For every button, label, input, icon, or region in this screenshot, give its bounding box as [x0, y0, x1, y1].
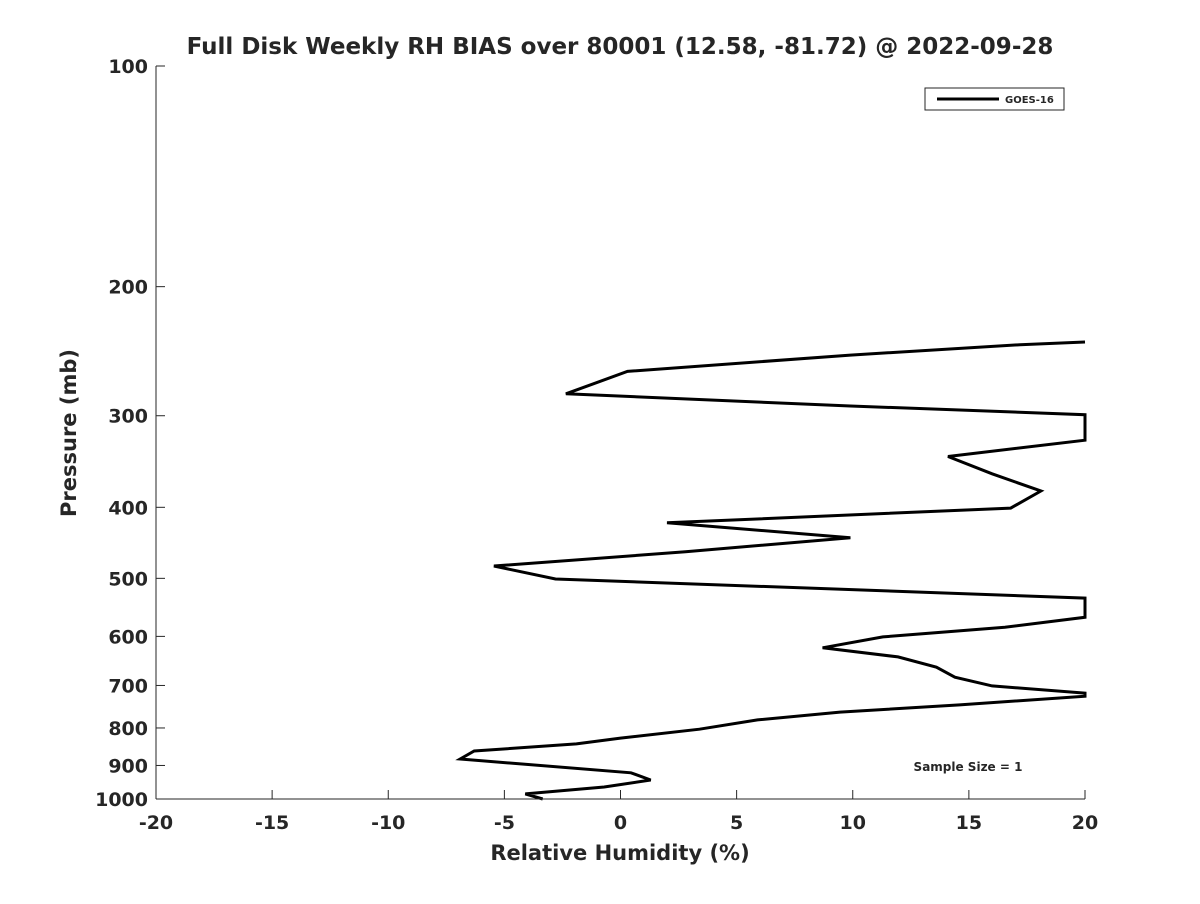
- x-tick-label: 15: [956, 812, 982, 834]
- plot-area: [455, 340, 1087, 801]
- y-tick-label: 100: [108, 56, 148, 78]
- y-tick-label: 600: [108, 626, 148, 648]
- x-tick-label: 0: [614, 812, 627, 834]
- x-tick-label: -5: [494, 812, 515, 834]
- x-axis-label: Relative Humidity (%): [490, 841, 749, 865]
- chart-title: Full Disk Weekly RH BIAS over 80001 (12.…: [187, 34, 1054, 60]
- y-tick-label: 700: [108, 675, 148, 697]
- x-tick-label: -15: [255, 812, 289, 834]
- y-ticks: 100 200 300 400 500 600 700 800 900 1000: [95, 56, 165, 811]
- y-tick-label: 200: [108, 277, 148, 299]
- y-tick-label: 1000: [95, 789, 148, 811]
- y-tick-label: 800: [108, 718, 148, 740]
- y-tick-label: 500: [108, 568, 148, 590]
- y-axis-label: Pressure (mb): [57, 349, 81, 517]
- y-tick-label: 900: [108, 755, 148, 777]
- x-tick-label: 20: [1072, 812, 1098, 834]
- y-tick-label: 400: [108, 497, 148, 519]
- sample-size-annotation: Sample Size = 1: [914, 760, 1023, 774]
- x-ticks: -20 -15 -10 -5 0 5 10 15 20: [139, 790, 1098, 834]
- x-tick-label: -10: [371, 812, 405, 834]
- x-tick-label: 10: [840, 812, 866, 834]
- x-tick-label: 5: [730, 812, 743, 834]
- legend-label-goes16: GOES-16: [1005, 95, 1054, 106]
- legend: GOES-16: [924, 87, 1065, 111]
- series-line-goes16: [455, 340, 1087, 801]
- x-tick-label: -20: [139, 812, 173, 834]
- y-tick-label: 300: [108, 406, 148, 428]
